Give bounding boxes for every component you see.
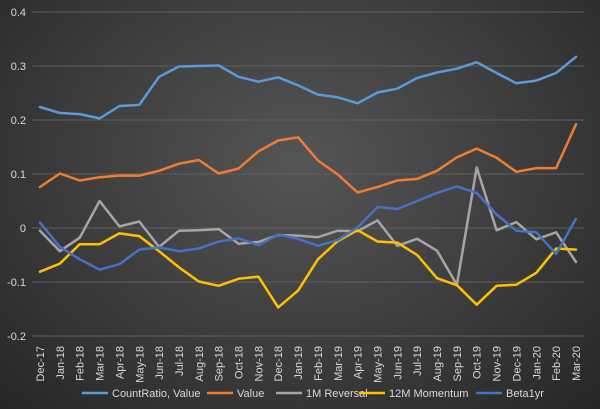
legend-label: CountRatio, Value bbox=[112, 388, 200, 400]
y-tick-label: 0.1 bbox=[11, 169, 26, 181]
y-tick-label: -0.1 bbox=[7, 277, 26, 289]
series-line bbox=[38, 55, 578, 120]
x-tick-label: Feb-19 bbox=[313, 346, 325, 381]
legend-label: 12M Momentum bbox=[389, 388, 468, 400]
x-tick-label: Jun-18 bbox=[154, 346, 166, 380]
x-tick-label: Jan-19 bbox=[293, 346, 305, 380]
x-tick-label: Jul-18 bbox=[174, 346, 186, 376]
legend: CountRatio, Value Value 1M Reversal 12M Mom… bbox=[82, 388, 544, 400]
x-tick-label: Feb-20 bbox=[551, 346, 563, 381]
x-tick-label: Apr-18 bbox=[114, 346, 126, 379]
series-line bbox=[38, 185, 578, 271]
legend-label: Value bbox=[237, 388, 264, 400]
y-tick-label: -0.2 bbox=[7, 331, 26, 343]
x-tick-label: Mar-19 bbox=[333, 346, 345, 381]
series-line bbox=[38, 228, 578, 309]
x-tick-label: Aug-19 bbox=[432, 346, 444, 381]
y-tick-label: 0.4 bbox=[11, 7, 26, 19]
x-tick-label: Aug-18 bbox=[194, 346, 206, 381]
series-lines bbox=[38, 55, 578, 309]
x-tick-label: Nov-18 bbox=[253, 346, 265, 381]
x-tick-label: Mar-20 bbox=[571, 346, 583, 381]
x-tick-label: Jan-20 bbox=[531, 346, 543, 380]
x-tick-label: Feb-18 bbox=[75, 346, 87, 381]
y-tick-label: 0 bbox=[20, 223, 26, 235]
x-tick-label: Sep-18 bbox=[214, 346, 226, 381]
x-tick-label: Oct-18 bbox=[234, 346, 246, 379]
legend-label: Beta1yr bbox=[506, 388, 544, 400]
x-tick-label: May-18 bbox=[134, 346, 146, 383]
legend-label: 1M Reversal bbox=[306, 388, 368, 400]
x-tick-label: Oct-19 bbox=[472, 346, 484, 379]
x-tick-label: Nov-19 bbox=[492, 346, 504, 381]
y-tick-label: 0.2 bbox=[11, 115, 26, 127]
x-tick-label: Sep-19 bbox=[452, 346, 464, 381]
series-line bbox=[38, 123, 578, 194]
y-axis-tick-labels: 0.4 0.3 0.2 0.1 0 -0.1 -0.2 bbox=[7, 7, 26, 343]
x-tick-label: Jan-18 bbox=[55, 346, 67, 380]
x-tick-label: Dec-18 bbox=[273, 346, 285, 381]
y-tick-label: 0.3 bbox=[11, 61, 26, 73]
series-line bbox=[38, 166, 578, 286]
x-tick-label: May-19 bbox=[372, 346, 384, 383]
gridlines bbox=[32, 11, 584, 337]
x-axis-tick-labels: Dec-17 Jan-18 Feb-18 Mar-18 Apr-18 May-18 Jun-… bbox=[35, 346, 583, 383]
x-tick-label: Apr-19 bbox=[353, 346, 365, 379]
x-tick-label: Mar-18 bbox=[95, 346, 107, 381]
x-tick-label: Jul-19 bbox=[412, 346, 424, 376]
x-tick-label: Jun-19 bbox=[392, 346, 404, 380]
x-tick-label: Dec-17 bbox=[35, 346, 47, 381]
x-tick-label: Dec-19 bbox=[511, 346, 523, 381]
